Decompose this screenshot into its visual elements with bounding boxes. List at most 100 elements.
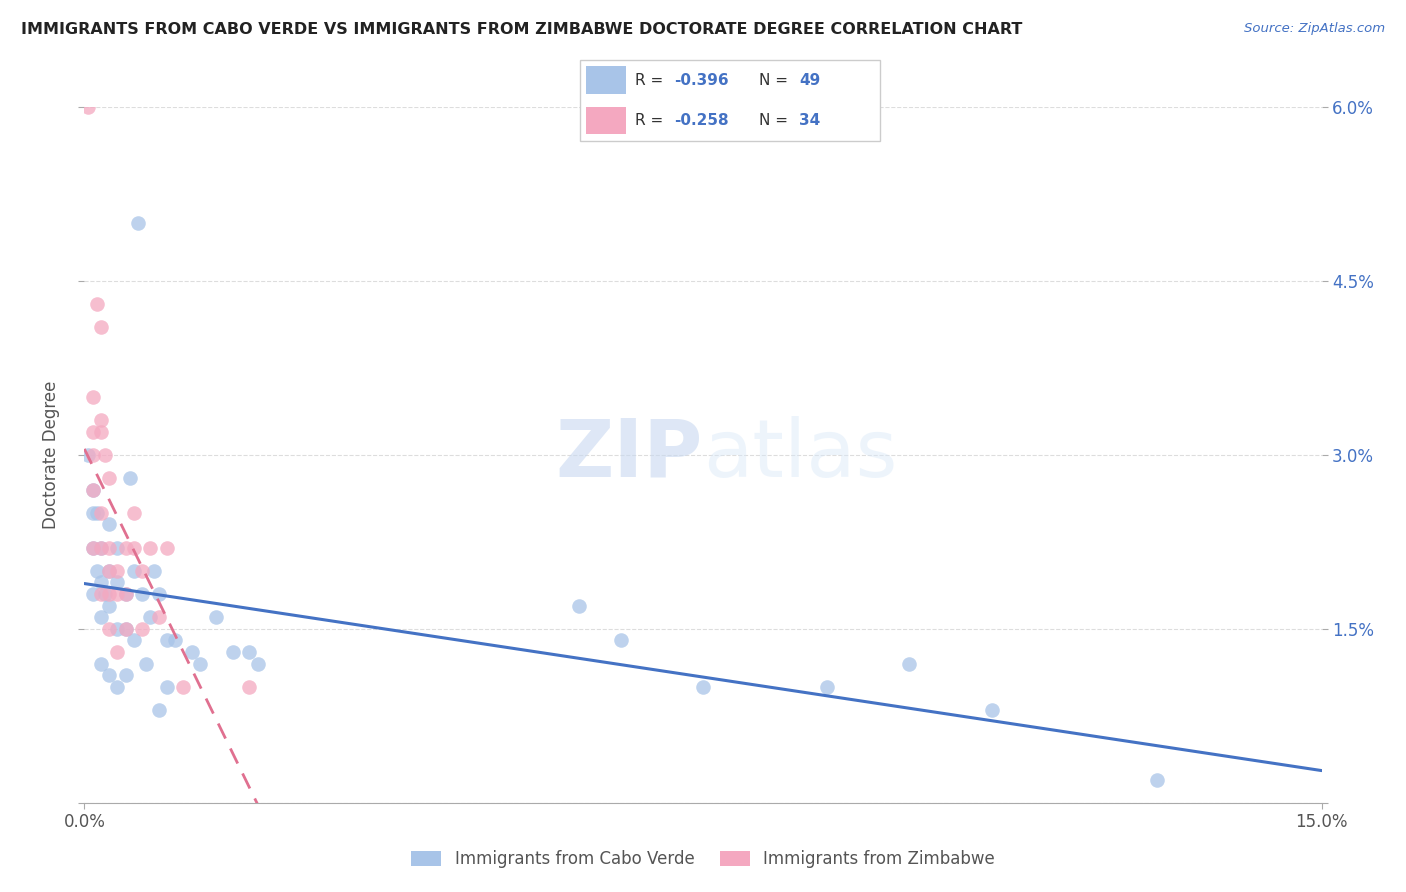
Point <box>188 657 211 671</box>
Point <box>105 564 128 578</box>
Point <box>131 587 153 601</box>
Point <box>238 645 260 659</box>
Point <box>82 483 104 497</box>
Point <box>98 564 121 578</box>
Point <box>105 680 128 694</box>
Point <box>82 425 104 439</box>
Text: IMMIGRANTS FROM CABO VERDE VS IMMIGRANTS FROM ZIMBABWE DOCTORATE DEGREE CORRELAT: IMMIGRANTS FROM CABO VERDE VS IMMIGRANTS… <box>21 22 1022 37</box>
Point <box>86 564 108 578</box>
Point <box>90 506 112 520</box>
Text: -0.258: -0.258 <box>673 113 728 128</box>
Point <box>105 622 128 636</box>
Point <box>94 587 117 601</box>
Bar <box>586 107 626 134</box>
Point <box>82 448 104 462</box>
Point <box>82 587 104 601</box>
Point <box>82 483 104 497</box>
Bar <box>586 67 626 94</box>
Point <box>86 297 108 311</box>
Point <box>90 610 112 624</box>
Point <box>131 564 153 578</box>
Point <box>98 471 121 485</box>
Point <box>114 622 136 636</box>
Text: N =: N = <box>759 72 793 87</box>
Point <box>898 657 921 671</box>
Point <box>105 645 128 659</box>
Point <box>139 610 162 624</box>
Point <box>131 622 153 636</box>
Point <box>114 622 136 636</box>
Point <box>82 390 104 404</box>
Point <box>180 645 202 659</box>
Point <box>222 645 245 659</box>
Point <box>98 517 121 532</box>
Point <box>165 633 187 648</box>
Text: ZIP: ZIP <box>555 416 703 494</box>
Text: R =: R = <box>636 113 668 128</box>
Text: Source: ZipAtlas.com: Source: ZipAtlas.com <box>1244 22 1385 36</box>
Point <box>98 668 121 682</box>
Point <box>815 680 838 694</box>
Point <box>114 541 136 555</box>
Point <box>77 100 100 114</box>
Point <box>246 657 269 671</box>
Point <box>90 587 112 601</box>
Point <box>143 564 166 578</box>
Point <box>105 575 128 590</box>
Text: 49: 49 <box>799 72 821 87</box>
Point <box>82 541 104 555</box>
Point <box>156 541 179 555</box>
Point <box>90 425 112 439</box>
Point <box>122 564 145 578</box>
Point <box>118 471 141 485</box>
Text: 34: 34 <box>799 113 821 128</box>
Point <box>94 448 117 462</box>
Point <box>127 216 149 230</box>
Point <box>90 541 112 555</box>
Text: R =: R = <box>636 72 668 87</box>
Point <box>90 575 112 590</box>
Point <box>122 506 145 520</box>
Point <box>98 622 121 636</box>
Point <box>105 587 128 601</box>
Point <box>114 587 136 601</box>
Point <box>156 680 179 694</box>
Point <box>148 610 170 624</box>
Point <box>90 657 112 671</box>
Point <box>98 599 121 613</box>
Point <box>122 541 145 555</box>
Point <box>98 587 121 601</box>
Point <box>139 541 162 555</box>
Point <box>172 680 194 694</box>
Point <box>77 448 100 462</box>
Point <box>156 633 179 648</box>
Point <box>692 680 714 694</box>
Point <box>148 703 170 717</box>
FancyBboxPatch shape <box>579 60 880 141</box>
Text: N =: N = <box>759 113 793 128</box>
Point <box>98 541 121 555</box>
Point <box>568 599 591 613</box>
Point <box>609 633 631 648</box>
Point <box>98 564 121 578</box>
Y-axis label: Doctorate Degree: Doctorate Degree <box>42 381 60 529</box>
Point <box>82 541 104 555</box>
Point <box>205 610 228 624</box>
Point <box>135 657 157 671</box>
Point <box>114 668 136 682</box>
Point <box>86 506 108 520</box>
Point <box>90 320 112 334</box>
Point <box>82 506 104 520</box>
Text: -0.396: -0.396 <box>673 72 728 87</box>
Point <box>238 680 260 694</box>
Text: atlas: atlas <box>703 416 897 494</box>
Point <box>1146 772 1168 787</box>
Point <box>980 703 1002 717</box>
Point <box>114 587 136 601</box>
Point <box>122 633 145 648</box>
Point <box>90 413 112 427</box>
Point <box>105 541 128 555</box>
Point <box>90 541 112 555</box>
Point <box>148 587 170 601</box>
Legend: Immigrants from Cabo Verde, Immigrants from Zimbabwe: Immigrants from Cabo Verde, Immigrants f… <box>405 843 1001 874</box>
